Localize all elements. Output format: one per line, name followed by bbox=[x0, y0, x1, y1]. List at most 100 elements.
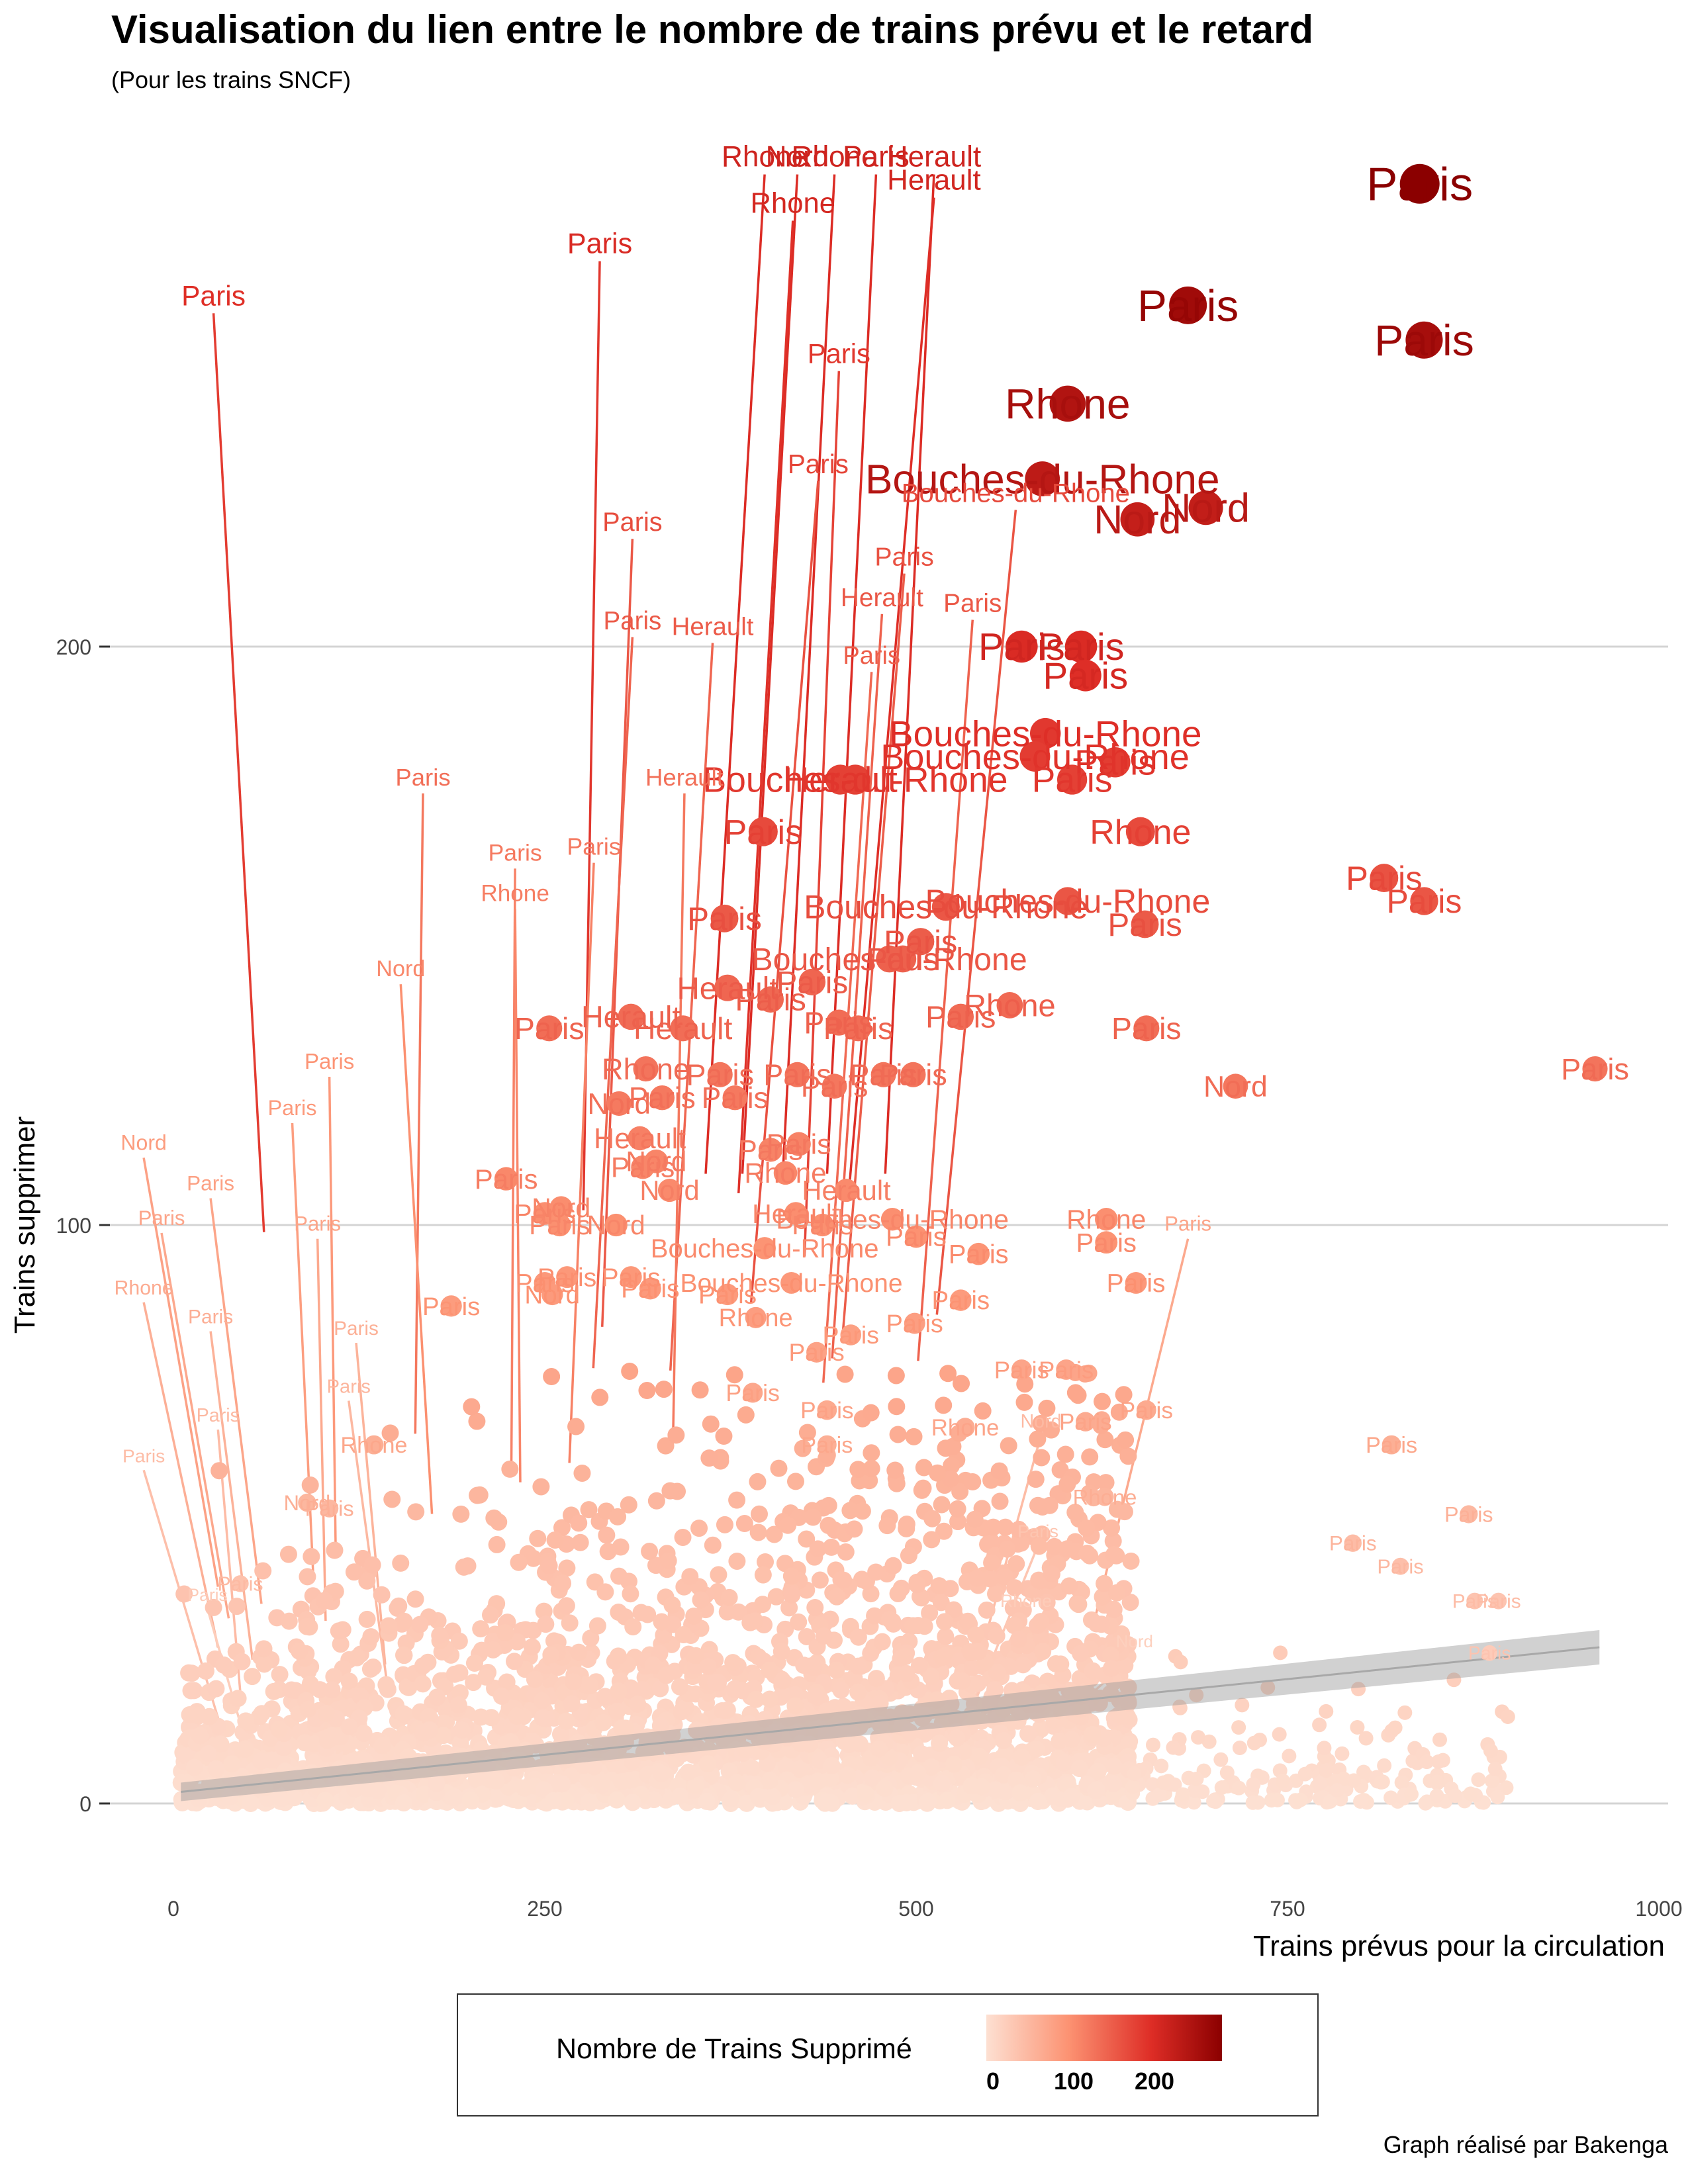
data-point bbox=[798, 1424, 816, 1441]
data-point bbox=[191, 1727, 209, 1745]
data-point bbox=[888, 1475, 906, 1492]
data-point bbox=[285, 1789, 303, 1807]
point-label: Rhone bbox=[115, 1277, 173, 1299]
data-point bbox=[945, 1755, 963, 1773]
point-label: Paris bbox=[1561, 1052, 1629, 1086]
data-point bbox=[533, 1692, 551, 1710]
point-label: Nord bbox=[1162, 485, 1250, 531]
data-point bbox=[1024, 1770, 1042, 1788]
data-point bbox=[853, 1502, 871, 1520]
data-point bbox=[888, 1398, 906, 1416]
data-point bbox=[1115, 1386, 1133, 1404]
data-point bbox=[740, 1715, 758, 1733]
data-point bbox=[913, 1481, 931, 1499]
data-point bbox=[516, 1779, 534, 1797]
data-point bbox=[862, 1404, 880, 1422]
data-point bbox=[1043, 1565, 1060, 1583]
data-point bbox=[764, 1788, 782, 1805]
point-label: Paris bbox=[767, 1129, 831, 1161]
data-point bbox=[557, 1597, 575, 1615]
point-label: Paris bbox=[188, 1306, 233, 1328]
data-point bbox=[1189, 1772, 1204, 1787]
data-point bbox=[588, 1617, 606, 1635]
leader-line bbox=[399, 984, 434, 1514]
data-point bbox=[839, 1766, 857, 1784]
data-point bbox=[1374, 1774, 1389, 1790]
data-point bbox=[1282, 1749, 1297, 1764]
point-label: Paris bbox=[1032, 761, 1113, 800]
data-point bbox=[880, 1610, 898, 1628]
data-point bbox=[1006, 1579, 1023, 1597]
data-point bbox=[395, 1705, 412, 1723]
data-point bbox=[1156, 1775, 1171, 1790]
data-point bbox=[700, 1449, 718, 1467]
data-point bbox=[963, 1659, 981, 1676]
data-point bbox=[1043, 1787, 1061, 1805]
data-point bbox=[1097, 1474, 1115, 1492]
data-point bbox=[459, 1557, 477, 1575]
data-point bbox=[1214, 1780, 1229, 1796]
point-label: Paris bbox=[879, 1058, 947, 1092]
legend-tick-200: 200 bbox=[1134, 2068, 1175, 2095]
data-point bbox=[1397, 1705, 1413, 1720]
data-point bbox=[1119, 1678, 1137, 1696]
data-point bbox=[496, 1624, 514, 1642]
data-point bbox=[1500, 1709, 1515, 1724]
point-label: Paris bbox=[1059, 1409, 1112, 1435]
point-label: Paris bbox=[1468, 1643, 1511, 1664]
data-point bbox=[567, 1418, 585, 1435]
point-label: Bouches-du-Rhone bbox=[702, 761, 1008, 800]
data-point bbox=[340, 1672, 358, 1690]
point-label: Herault bbox=[887, 164, 981, 197]
data-point bbox=[937, 1627, 955, 1645]
data-point bbox=[811, 1571, 829, 1589]
data-point bbox=[1448, 1788, 1463, 1803]
data-point bbox=[449, 1696, 467, 1714]
data-point bbox=[1319, 1763, 1334, 1778]
point-label: Paris bbox=[823, 1011, 894, 1046]
point-label: Paris bbox=[801, 1433, 853, 1458]
point-label: Paris bbox=[567, 228, 632, 260]
leader-line bbox=[741, 174, 799, 1174]
point-label: Paris bbox=[1137, 281, 1239, 331]
point-label: Paris bbox=[305, 1050, 354, 1074]
point-label: Paris bbox=[687, 901, 762, 937]
data-point bbox=[1014, 1656, 1032, 1674]
data-point bbox=[691, 1381, 709, 1399]
data-point bbox=[898, 1516, 915, 1533]
leader-line bbox=[831, 614, 884, 1359]
data-point bbox=[720, 1588, 738, 1606]
data-point bbox=[728, 1552, 746, 1570]
data-point bbox=[857, 1785, 874, 1803]
data-point bbox=[1045, 1537, 1063, 1555]
data-point bbox=[817, 1793, 835, 1811]
data-point bbox=[704, 1536, 722, 1554]
point-label: Paris bbox=[267, 1096, 316, 1120]
point-label: Rhone bbox=[750, 187, 835, 220]
data-point bbox=[242, 1794, 259, 1812]
data-point bbox=[428, 1774, 445, 1792]
point-label: Paris bbox=[949, 1240, 1009, 1269]
data-point bbox=[1312, 1717, 1327, 1733]
data-point bbox=[1125, 1779, 1140, 1794]
data-point bbox=[726, 1680, 744, 1698]
data-point bbox=[610, 1603, 628, 1621]
leader-line bbox=[737, 220, 794, 1194]
data-point bbox=[818, 1702, 836, 1720]
point-label: Nord bbox=[1203, 1071, 1268, 1103]
data-point bbox=[1191, 1730, 1206, 1745]
data-point bbox=[1012, 1534, 1030, 1552]
data-point bbox=[777, 1758, 795, 1776]
data-point bbox=[767, 1588, 785, 1606]
data-point bbox=[922, 1668, 940, 1686]
data-point bbox=[786, 1473, 804, 1490]
data-point bbox=[621, 1362, 639, 1380]
leader-line bbox=[935, 510, 1017, 1315]
data-point bbox=[1116, 1657, 1134, 1674]
leader-line bbox=[209, 1331, 254, 1660]
data-point bbox=[905, 1428, 923, 1445]
data-point bbox=[1108, 1584, 1126, 1602]
legend-tick-0: 0 bbox=[986, 2068, 1000, 2095]
data-point bbox=[1052, 1655, 1070, 1673]
data-point bbox=[722, 1790, 739, 1808]
